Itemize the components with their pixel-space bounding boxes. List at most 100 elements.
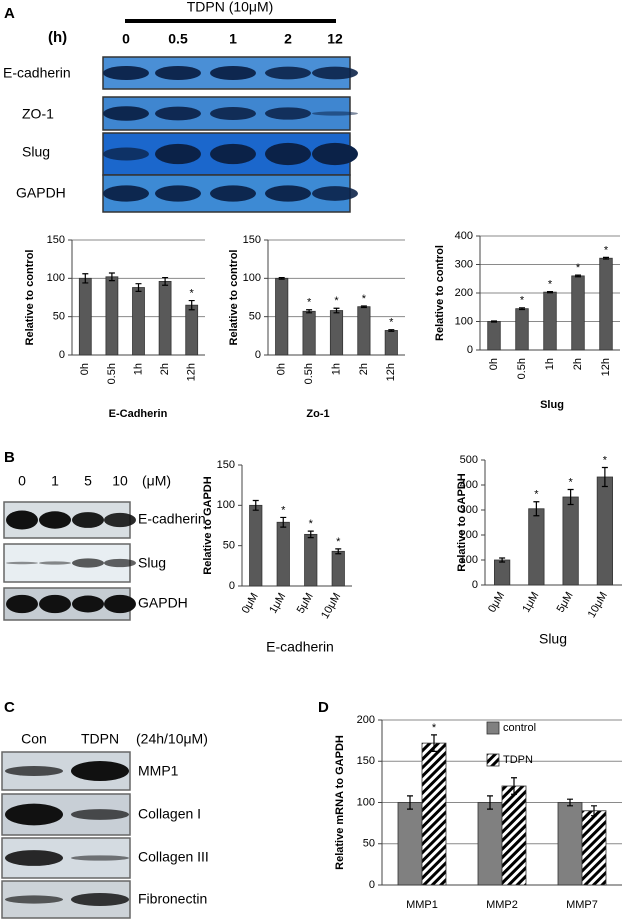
panel-label: C (4, 699, 15, 716)
bar (397, 802, 423, 886)
x-axis-label: E-cadherin (266, 639, 334, 655)
blot-band (210, 143, 256, 165)
legend-label: TDPN (503, 754, 533, 766)
lane-label: 1 (51, 473, 59, 489)
error-bar (108, 272, 115, 282)
lane-label: 0 (122, 31, 130, 47)
y-tick-label: 150 (47, 234, 65, 246)
lane-label: 12 (327, 31, 343, 47)
bar (421, 742, 447, 886)
bar (357, 306, 371, 356)
x-tick-label: 5μM (555, 590, 576, 615)
x-axis-label: Zo-1 (306, 408, 329, 420)
row-label: GAPDH (138, 595, 188, 611)
error-bar (333, 307, 340, 314)
blot-band (155, 65, 201, 81)
error-bar (567, 488, 574, 506)
lane-label: TDPN (81, 731, 119, 747)
error-bar (306, 309, 313, 314)
x-axis-label: Slug (539, 631, 567, 647)
x-tick-label: 12h (600, 358, 612, 376)
error-bar (567, 798, 573, 807)
blot-band (103, 106, 149, 121)
y-tick-label: 400 (455, 230, 473, 242)
blot-band (71, 892, 129, 907)
y-tick-label: 100 (455, 315, 473, 327)
y-axis-label: Relative mRNA to GAPDH (334, 735, 346, 870)
row-label: ZO-1 (22, 106, 54, 122)
blot-band (104, 558, 136, 568)
lane-label: 0.5 (168, 31, 188, 47)
row-label: E-cadherin (138, 511, 206, 527)
significance-mark: * (534, 489, 539, 501)
y-tick-label: 50 (249, 311, 261, 323)
x-tick-label: 10μM (319, 591, 343, 621)
blot-band (6, 594, 38, 614)
blot-band (265, 142, 311, 166)
error-bar (307, 530, 314, 539)
x-tick-label: 0.5h (303, 363, 315, 384)
blot-band (265, 66, 311, 80)
y-tick-label: 100 (217, 499, 235, 511)
row-label: Slug (22, 144, 50, 160)
significance-mark: * (576, 262, 581, 274)
treatment-label: TDPN (10μM) (187, 0, 274, 15)
blot-band (71, 855, 129, 861)
error-bar (278, 276, 285, 280)
y-tick-label: 300 (455, 258, 473, 270)
y-axis-label: Relative to control (228, 250, 240, 346)
blot-band (103, 185, 149, 202)
bar (275, 277, 289, 356)
panel-label: D (318, 699, 329, 716)
y-tick-label: 50 (223, 540, 235, 552)
row-label: Fibronectin (138, 891, 207, 907)
error-bar (591, 805, 597, 817)
row-label: MMP1 (138, 763, 179, 779)
significance-mark: * (362, 293, 367, 305)
significance-mark: * (309, 518, 314, 530)
significance-mark: * (603, 454, 608, 466)
bar (494, 559, 511, 586)
blot-band (5, 850, 63, 866)
x-tick-label: 1μM (520, 590, 541, 615)
blot-band (72, 512, 104, 528)
y-tick-label: 0 (369, 879, 375, 891)
row-label: Collagen I (138, 806, 201, 822)
unit-label: (μM) (142, 473, 171, 489)
blot-band (5, 765, 63, 777)
error-bar (135, 283, 142, 292)
x-axis-label: E-Cadherin (109, 408, 168, 420)
blot-band (39, 561, 71, 565)
panel-label: A (4, 5, 15, 22)
x-tick-label: 5μM (295, 591, 316, 616)
error-bar (575, 274, 581, 278)
blot-band (104, 512, 136, 528)
blot-band (71, 809, 129, 820)
blot-band (6, 561, 38, 565)
condition-label: (24h/10μM) (136, 731, 208, 747)
y-tick-label: 150 (357, 755, 375, 767)
error-bar (511, 777, 517, 795)
blot-band (6, 510, 38, 530)
error-bar (252, 499, 259, 511)
y-tick-label: 150 (217, 459, 235, 471)
blot-band (103, 147, 149, 161)
x-tick-label: MMP2 (486, 899, 518, 911)
bar (302, 310, 316, 356)
y-tick-label: 200 (460, 529, 478, 541)
x-tick-label: 12h (186, 363, 198, 381)
significance-mark: * (520, 295, 525, 307)
lane-label: Con (21, 731, 47, 747)
lane-label: 2 (284, 31, 292, 47)
error-bar (547, 290, 553, 294)
blot-band (210, 106, 256, 121)
significance-mark: * (190, 287, 195, 299)
legend-label: control (503, 722, 536, 734)
bar (329, 310, 344, 356)
blot-band (155, 106, 201, 121)
blot-band (155, 185, 201, 202)
unit-label: (h) (48, 29, 67, 46)
x-tick-label: 0μM (486, 590, 507, 615)
blot-band (210, 65, 256, 81)
